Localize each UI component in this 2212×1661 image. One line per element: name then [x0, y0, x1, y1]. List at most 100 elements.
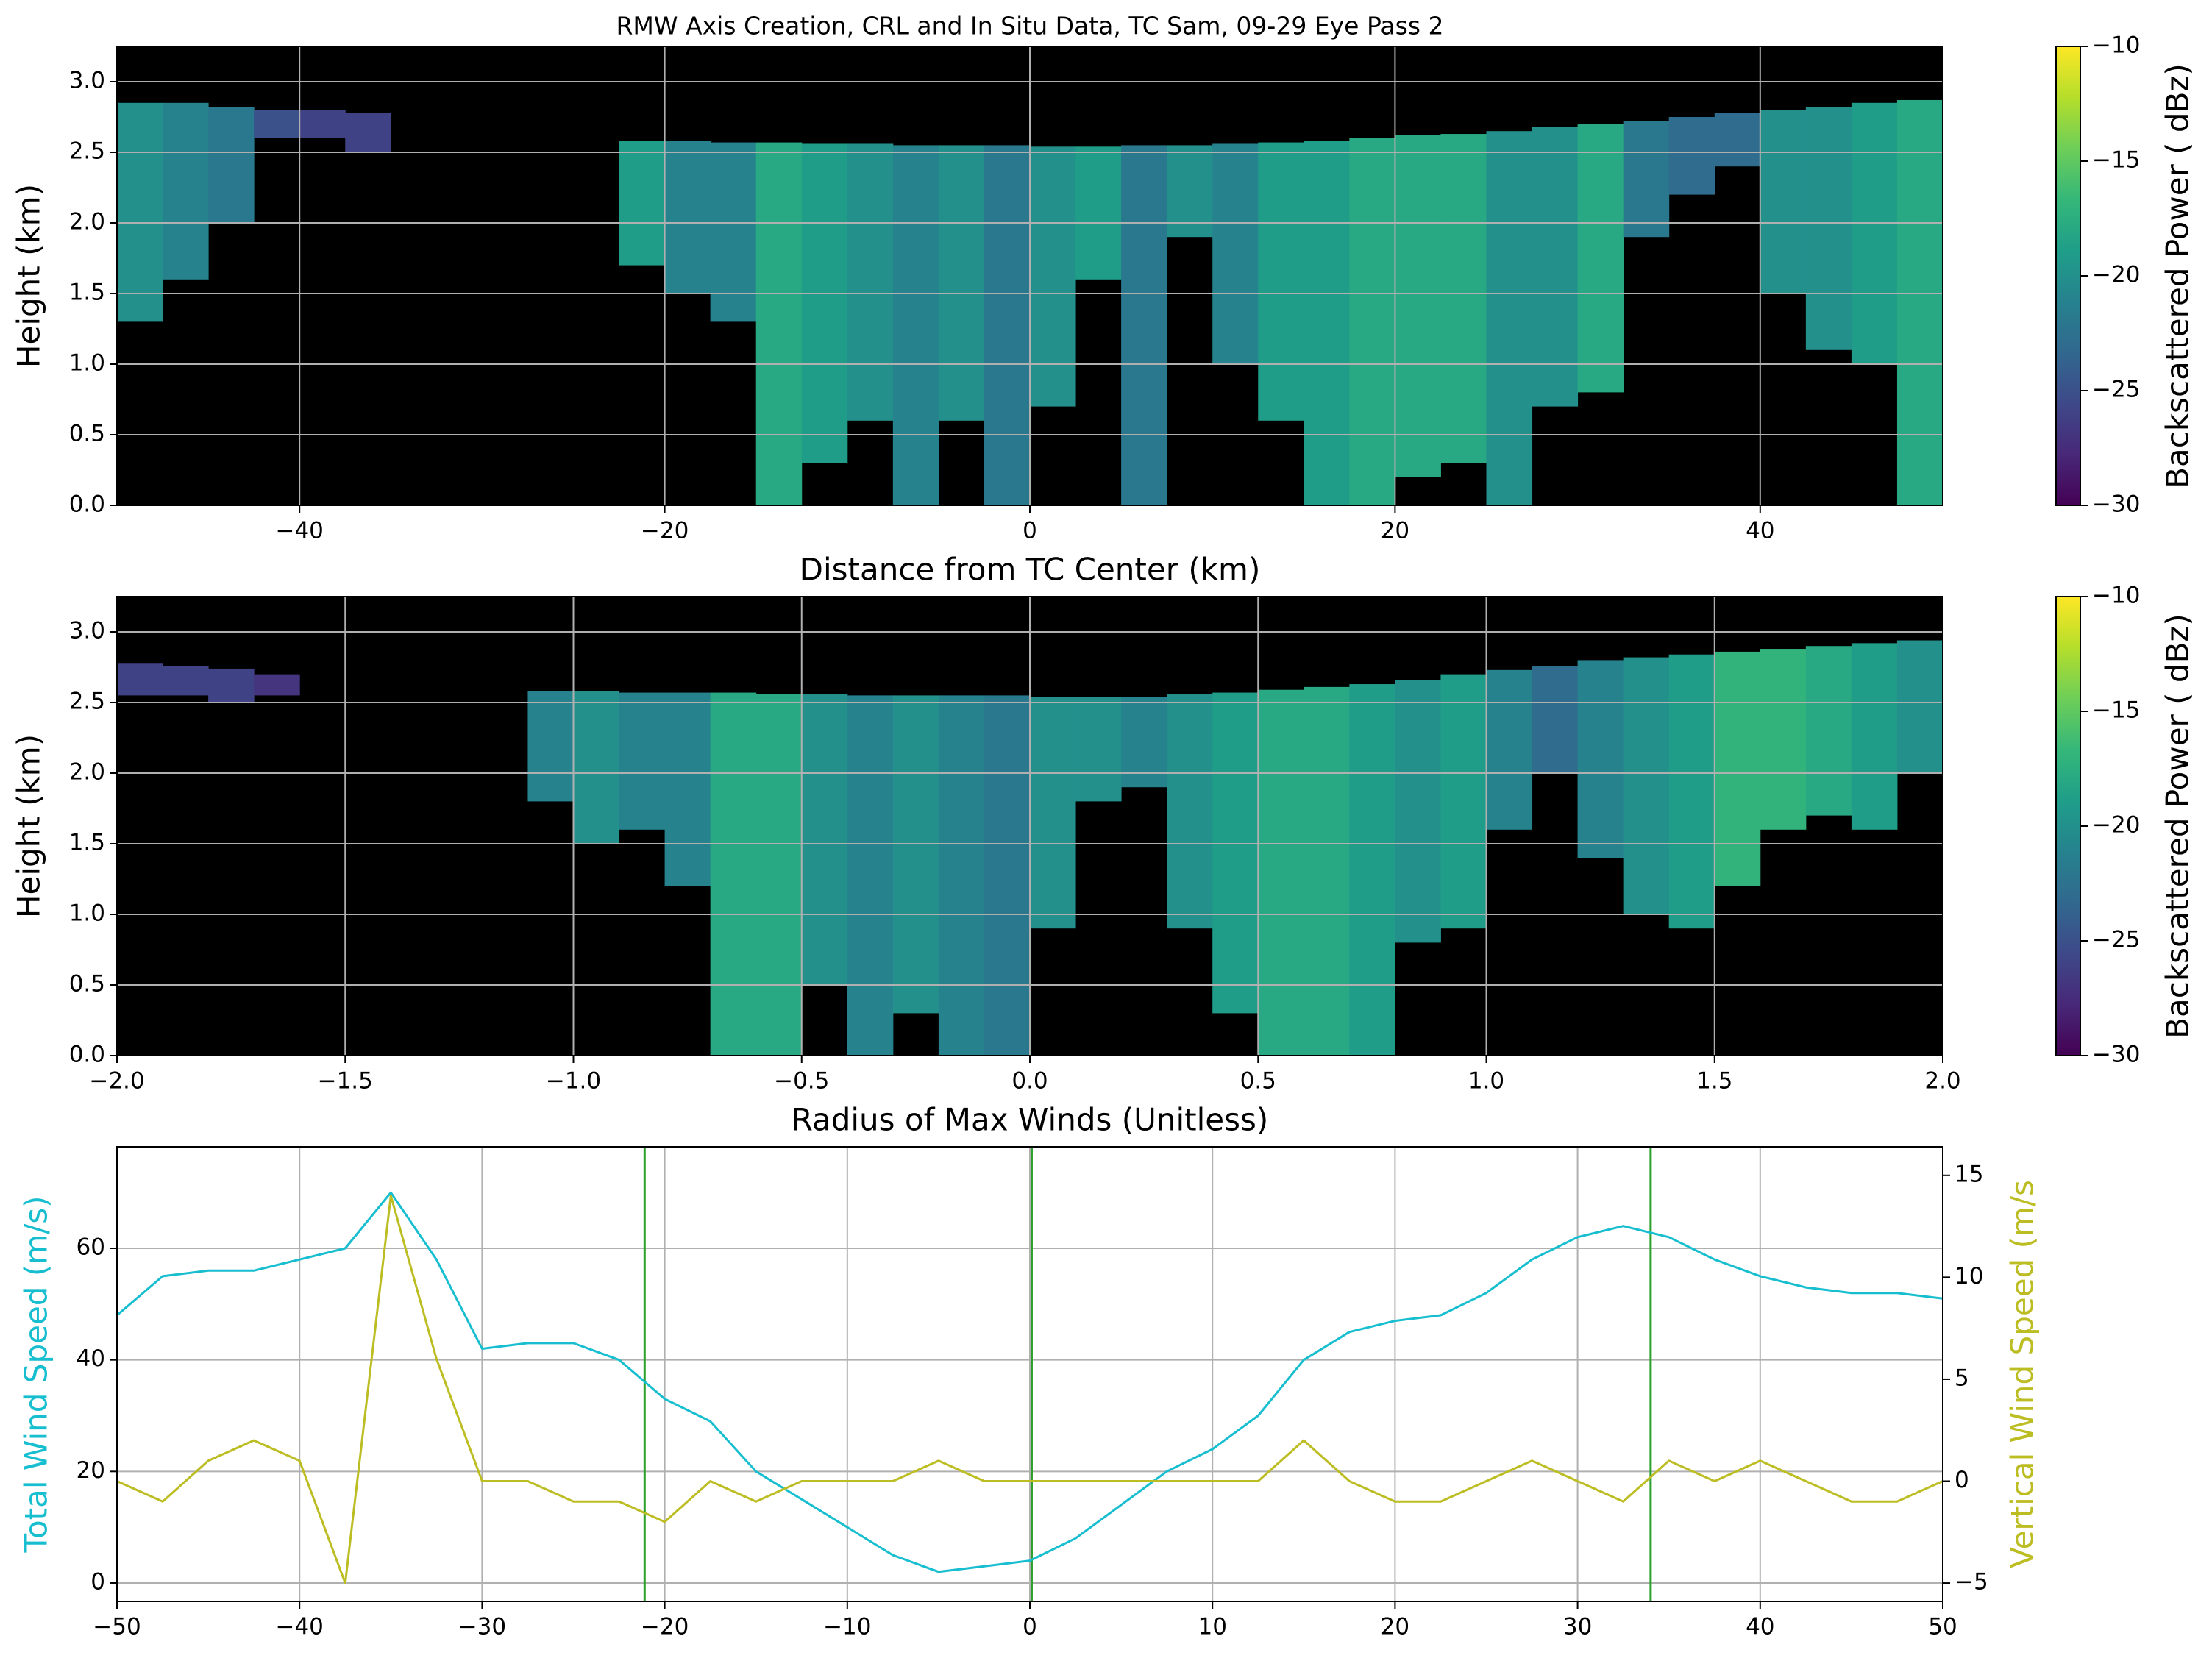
colorbar-tick-label: −20: [2092, 262, 2140, 288]
curtain-cell: [117, 663, 163, 696]
curtain-cell: [1349, 138, 1395, 505]
y-tick-label: 2.5: [69, 689, 105, 715]
colorbar-tick-label: −20: [2092, 812, 2140, 839]
y2-tick-label: 10: [1955, 1263, 1983, 1290]
curtain-cell: [527, 691, 574, 802]
x-tick-label: −40: [275, 518, 323, 544]
y-tick-label: 1.5: [69, 830, 105, 856]
curtain-cell: [984, 695, 1031, 1056]
curtain-cell: [892, 695, 939, 1014]
curtain-cell: [1075, 146, 1122, 280]
x-tick-label: −40: [275, 1614, 323, 1640]
curtain-cell: [1304, 686, 1350, 1056]
y-tick-label: 3.0: [69, 618, 105, 644]
curtain-cell: [619, 141, 666, 266]
y-tick-label: 0.5: [69, 971, 105, 997]
curtain-cell: [1349, 684, 1395, 1056]
curtain-cell: [1760, 110, 1807, 294]
curtain-cell: [1577, 660, 1624, 858]
curtain-cell: [1440, 674, 1487, 929]
colorbar-tick-label: −15: [2092, 697, 2140, 724]
curtain-cell: [299, 110, 346, 138]
curtain-cell: [1258, 689, 1304, 1056]
curtain-cell: [801, 694, 848, 985]
curtain-cell: [938, 695, 985, 1056]
y-tick-label: 40: [77, 1345, 105, 1372]
y2-tick-label: 0: [1955, 1467, 1969, 1493]
x-tick-label: −30: [458, 1614, 506, 1640]
x-tick-label: −1.0: [546, 1068, 601, 1095]
chart-title: RMW Axis Creation, CRL and In Situ Data,…: [616, 12, 1444, 40]
y-tick-label: 0: [90, 1568, 105, 1595]
curtain-cell: [1623, 657, 1670, 914]
y-tick-label: 1.5: [69, 280, 105, 306]
x-tick-label: −50: [93, 1614, 141, 1640]
curtain-cell: [1075, 697, 1122, 802]
curtain-cell: [1395, 680, 1441, 943]
x-tick-label: −1.5: [318, 1068, 373, 1095]
curtain-cell: [1121, 145, 1167, 505]
curtain-cell: [1896, 640, 1943, 773]
curtain-cell: [1486, 131, 1533, 505]
y-tick-label: 1.0: [69, 350, 105, 377]
x-tick-label: 0: [1023, 1614, 1037, 1640]
curtain-cell: [1030, 697, 1076, 929]
x-axis-label: Radius of Max Winds (Unitless): [792, 1102, 1269, 1138]
y-tick-label: 2.0: [69, 209, 105, 235]
curtain-cell: [1623, 121, 1670, 238]
curtain-cell: [1030, 146, 1076, 407]
curtain-cell: [1851, 102, 1898, 365]
curtain-cell: [1167, 145, 1213, 238]
y-tick-label: 0.5: [69, 421, 105, 447]
curtain-cell: [1577, 124, 1624, 393]
curtain-cell: [755, 694, 803, 1056]
curtain-cell: [1760, 649, 1807, 830]
curtain-cell: [1668, 654, 1715, 929]
x-tick-label: 0.0: [1011, 1068, 1048, 1095]
curtain-cell: [345, 113, 391, 152]
x-tick-label: 20: [1381, 1614, 1409, 1640]
curtain-cell: [847, 695, 894, 1056]
colorbar-label: Backscattered Power ( dBz): [2160, 63, 2196, 488]
plot-area: [117, 597, 1943, 1056]
curtain-cell: [710, 142, 757, 322]
curtain-cell: [664, 692, 711, 886]
x-axis-label: Distance from TC Center (km): [800, 552, 1261, 588]
x-tick-label: −10: [823, 1614, 871, 1640]
y2-axis-label: Vertical Wind Speed (m/s: [2005, 1180, 2041, 1568]
curtain-cell: [984, 145, 1031, 505]
y-axis-label: Total Wind Speed (m/s): [18, 1195, 54, 1553]
curtain-cell: [938, 145, 985, 421]
curtain-cell: [1440, 134, 1487, 463]
x-tick-label: 1.5: [1696, 1068, 1732, 1095]
curtain-cell: [1212, 143, 1259, 365]
curtain-cell: [1714, 651, 1761, 886]
colorbar-tick-label: −10: [2092, 32, 2140, 59]
curtain-cell: [801, 143, 848, 463]
curtain-cell: [710, 692, 757, 1056]
y-tick-label: 1.0: [69, 900, 105, 927]
x-tick-label: −20: [641, 518, 689, 544]
colorbar-tick-label: −25: [2092, 377, 2140, 403]
y-tick-label: 0.0: [69, 491, 105, 518]
plot-area: [117, 46, 1943, 505]
y-tick-label: 20: [77, 1457, 105, 1484]
x-tick-label: 1.0: [1468, 1068, 1504, 1095]
curtain-cell: [1532, 127, 1579, 407]
y-tick-label: 2.5: [69, 138, 105, 165]
curtain-cell: [573, 691, 620, 844]
y2-tick-label: 15: [1955, 1161, 1983, 1187]
curtain-cell: [1714, 113, 1761, 167]
curtain-cell: [1304, 141, 1350, 505]
series-line: [117, 1195, 1943, 1584]
x-tick-label: 10: [1198, 1614, 1226, 1640]
y-tick-label: 3.0: [69, 68, 105, 94]
curtain-cell: [755, 142, 803, 505]
colorbar: [2055, 596, 2081, 1056]
x-tick-label: 0: [1023, 518, 1037, 544]
curtain-cell: [254, 110, 300, 138]
x-tick-label: 2.0: [1924, 1068, 1960, 1095]
x-tick-label: −2.0: [89, 1068, 144, 1095]
y-tick-label: 60: [77, 1234, 105, 1261]
